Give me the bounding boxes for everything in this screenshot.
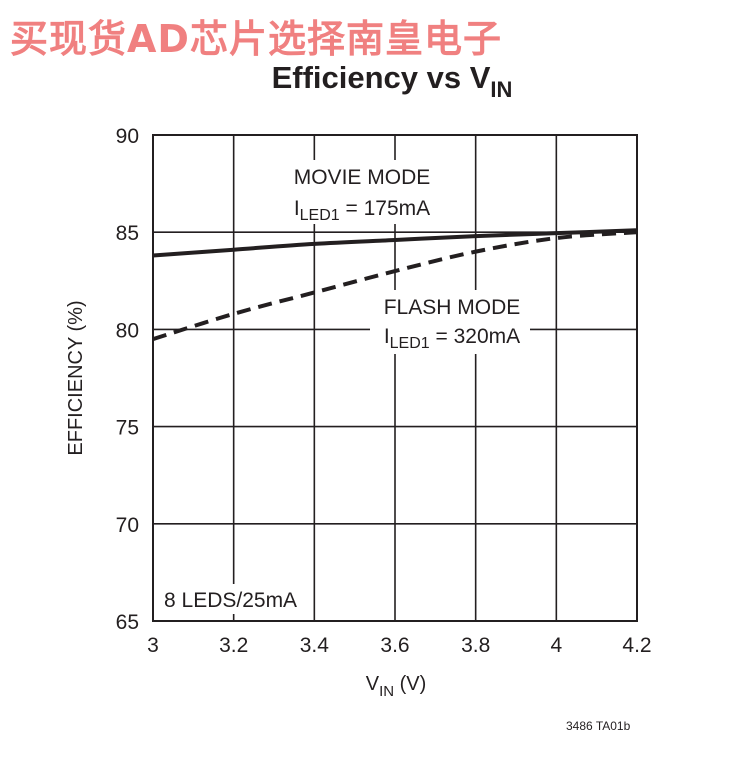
movie-mode-current-label: ILED1 = 175mA [294,197,430,224]
y-tick-label: 70 [116,514,139,537]
x-tick-label: 4.2 [622,634,651,657]
x-tick-label: 4 [550,634,562,657]
chart-title: Efficiency vs VIN [272,60,513,102]
y-axis-label: EFFICIENCY (%) [65,300,87,455]
figure-code: 3486 TA01b [566,719,631,733]
chart-title-subscript: IN [490,77,512,102]
movie-mode-series-line [152,228,638,258]
movie-mode-label-bg [283,160,439,224]
led-config-label: 8 LEDS/25mA [164,589,297,612]
flash-mode-current-label: ILED1 = 320mA [384,325,520,352]
y-tick-label: 80 [116,319,139,342]
x-tick-label: 3.2 [219,634,248,657]
flash-mode-series-line [152,230,638,342]
x-tick-label: 3.8 [461,634,490,657]
chart-title-main: Efficiency vs V [272,60,491,95]
x-tick-label: 3.4 [300,634,330,657]
tick-labels: 3 3.2 3.4 3.6 3.8 4 4.2 90 85 80 75 70 65 [116,125,652,657]
y-tick-label: 65 [116,611,139,634]
x-axis-label: VIN (V) [366,673,427,700]
y-tick-label: 90 [116,125,139,148]
x-tick-label: 3 [147,634,159,657]
watermark-text: 买现货AD芯片选择南皇电子 [10,17,502,61]
flash-mode-label-bg [370,290,530,354]
flash-mode-label: FLASH MODE [384,296,521,319]
y-tick-label: 85 [116,222,139,245]
led-config-label-bg [158,584,310,614]
series-lines [152,228,638,342]
plot-frame [152,134,638,622]
movie-mode-label: MOVIE MODE [294,166,431,189]
y-tick-label: 75 [116,417,139,440]
x-tick-label: 3.6 [380,634,409,657]
